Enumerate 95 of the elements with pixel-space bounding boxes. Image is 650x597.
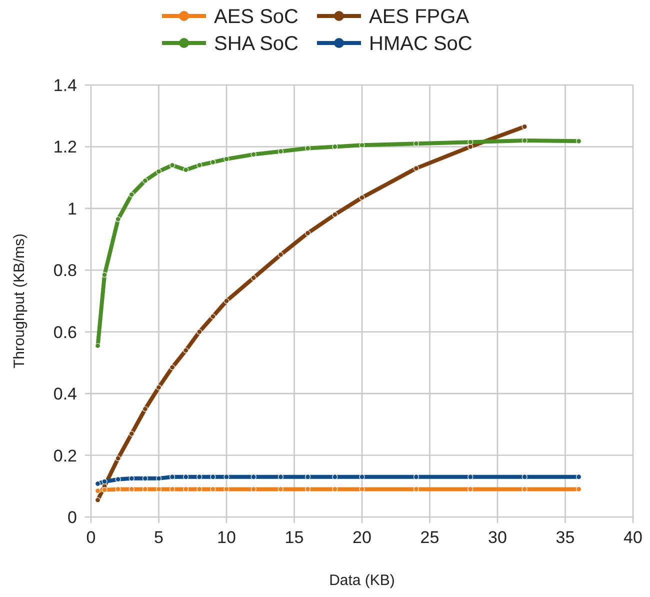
point (305, 145, 311, 152)
point (278, 148, 284, 154)
y-tick-label: 0.8 (53, 261, 77, 280)
point (102, 272, 108, 278)
point (196, 329, 202, 335)
x-tick-label: 35 (556, 528, 575, 547)
point (224, 474, 230, 480)
point (332, 474, 338, 480)
point (94, 342, 101, 349)
point (278, 252, 284, 258)
point (156, 384, 162, 390)
point (522, 138, 528, 144)
y-tick-label: 0 (68, 508, 77, 527)
point (196, 474, 202, 480)
point (128, 476, 134, 482)
point (128, 430, 134, 436)
point (468, 474, 474, 480)
y-tick-label: 0.2 (53, 446, 77, 466)
point (250, 486, 256, 492)
legend-label: AES FPGA (369, 6, 470, 28)
point (332, 486, 338, 492)
point (250, 474, 256, 480)
point (94, 488, 101, 494)
x-tick-label: 15 (284, 528, 304, 547)
legend-label: SHA SoC (214, 33, 298, 55)
point (359, 142, 365, 148)
point (142, 178, 148, 184)
point (468, 486, 474, 492)
point (115, 476, 121, 482)
point (94, 480, 101, 486)
point (413, 140, 419, 146)
x-tick-label: 40 (624, 528, 642, 547)
x-tick-label: 0 (86, 528, 96, 547)
point (142, 476, 148, 482)
x-tick-label: 30 (488, 528, 507, 547)
point (413, 486, 419, 492)
x-axis-title: Data (KB) (329, 572, 395, 589)
point (278, 474, 284, 480)
point (115, 456, 121, 462)
point (128, 486, 134, 492)
point (156, 168, 162, 174)
point (413, 166, 419, 172)
point (170, 364, 176, 370)
point (305, 474, 311, 480)
point (413, 474, 419, 480)
point (156, 486, 162, 492)
legend-label: HMAC SoC (369, 33, 472, 55)
point (183, 348, 189, 354)
point (170, 474, 176, 480)
legend-label: AES SoC (214, 6, 298, 28)
point (183, 474, 189, 480)
point (305, 230, 311, 236)
point (128, 192, 134, 198)
point (142, 406, 148, 412)
x-tick-label: 20 (352, 528, 372, 547)
point (576, 138, 582, 144)
y-tick-label: 1.2 (53, 138, 77, 157)
point (576, 486, 582, 492)
point (170, 162, 176, 168)
point (224, 156, 230, 162)
point (224, 486, 230, 492)
y-tick-label: 0.6 (53, 322, 77, 342)
point (468, 139, 474, 145)
x-tick-label: 10 (217, 528, 236, 547)
point (250, 275, 256, 281)
point (210, 159, 216, 165)
point (210, 474, 216, 480)
y-axis-title: Throughput (KB/ms) (11, 233, 28, 369)
point (359, 486, 365, 492)
point (94, 497, 101, 503)
y-tick-label: 0.4 (53, 384, 77, 404)
point (250, 152, 256, 158)
point (142, 486, 148, 492)
y-tick-label: 1.4 (53, 76, 77, 95)
point (183, 486, 189, 492)
point (115, 216, 121, 222)
point (210, 314, 216, 320)
point (332, 212, 338, 218)
point (196, 486, 202, 492)
x-tick-label: 25 (420, 528, 440, 547)
y-tick-label: 1 (68, 199, 77, 218)
point (522, 474, 528, 480)
point (359, 474, 365, 480)
point (359, 194, 365, 200)
x-tick-label: 5 (154, 528, 164, 547)
point (522, 124, 528, 130)
point (170, 486, 176, 492)
point (102, 487, 108, 493)
point (196, 162, 202, 168)
point (102, 478, 108, 484)
point (278, 486, 284, 492)
point (576, 474, 582, 480)
point (224, 298, 230, 304)
point (156, 476, 162, 482)
point (305, 486, 311, 492)
